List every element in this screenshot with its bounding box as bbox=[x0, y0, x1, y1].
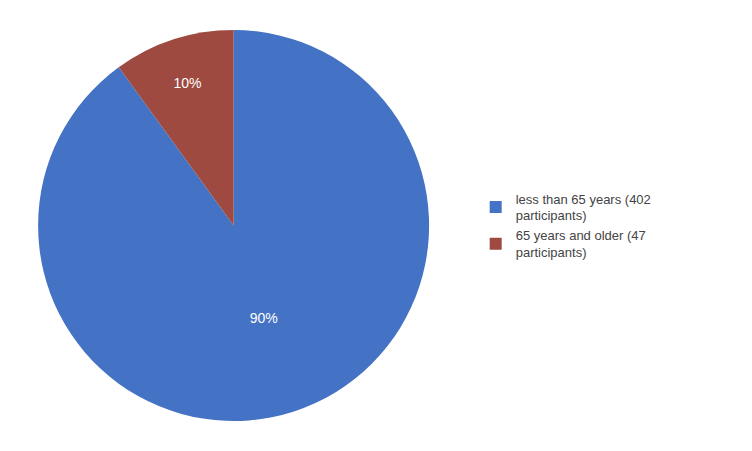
svg-text:65 years and older (47particip: 65 years and older (47participants) bbox=[516, 228, 646, 260]
svg-text:90%: 90% bbox=[250, 310, 278, 326]
svg-text:less than 65 years (402partici: less than 65 years (402participants) bbox=[516, 192, 651, 224]
svg-text:10%: 10% bbox=[173, 75, 201, 91]
